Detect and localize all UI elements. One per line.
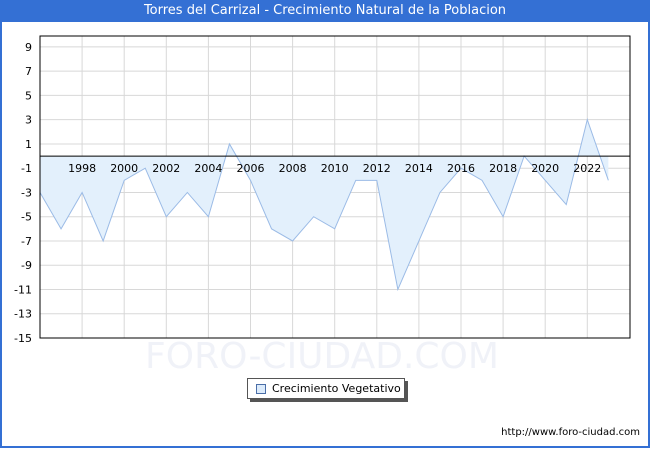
y-tick-label: -7 (21, 235, 32, 248)
chart-title: Torres del Carrizal - Crecimiento Natura… (0, 0, 650, 22)
legend: Crecimiento Vegetativo (247, 378, 405, 399)
x-tick-label: 2006 (237, 162, 265, 175)
x-tick-label: 2002 (152, 162, 180, 175)
y-tick-label: -1 (21, 162, 32, 175)
x-tick-label: 2012 (363, 162, 391, 175)
y-tick-label: -3 (21, 186, 32, 199)
data-line (39, 117, 609, 292)
x-tick-label: 2016 (447, 162, 475, 175)
x-tick-label: 2014 (405, 162, 433, 175)
y-tick-label: -11 (14, 283, 32, 296)
x-tick-label: 2000 (110, 162, 138, 175)
x-tick-label: 1998 (68, 162, 96, 175)
y-tick-label: -5 (21, 211, 32, 224)
legend-label: Crecimiento Vegetativo (272, 382, 401, 395)
legend-swatch-icon (256, 384, 266, 394)
plot-border (39, 35, 631, 339)
x-tick-label: 2010 (321, 162, 349, 175)
y-tick-label: 5 (25, 89, 32, 102)
y-tick-label: -15 (14, 332, 32, 345)
y-tick-label: 9 (25, 41, 32, 54)
x-axis-ticks: 1998 2000 2002 2004 2006 2008 2010 2012 2014 2016… (68, 162, 601, 175)
source-url[interactable]: http://www.foro-ciudad.com (501, 427, 640, 438)
y-tick-label: 1 (25, 138, 32, 151)
y-tick-label: 7 (25, 65, 32, 78)
y-tick-label: 3 (25, 114, 32, 127)
y-axis-ticks: 9 7 5 3 1 -1 -3 -5 -7 -9 -11 -13 -15 (14, 41, 32, 345)
y-tick-label: -13 (14, 308, 32, 321)
y-tick-label: -9 (21, 259, 32, 272)
x-tick-label: 2018 (489, 162, 517, 175)
x-tick-label: 2022 (573, 162, 601, 175)
x-tick-label: 2008 (279, 162, 307, 175)
x-tick-label: 2004 (194, 162, 222, 175)
x-tick-label: 2020 (531, 162, 559, 175)
watermark: FORO-CIUDAD.COM (145, 336, 499, 377)
area-fill (40, 119, 609, 290)
